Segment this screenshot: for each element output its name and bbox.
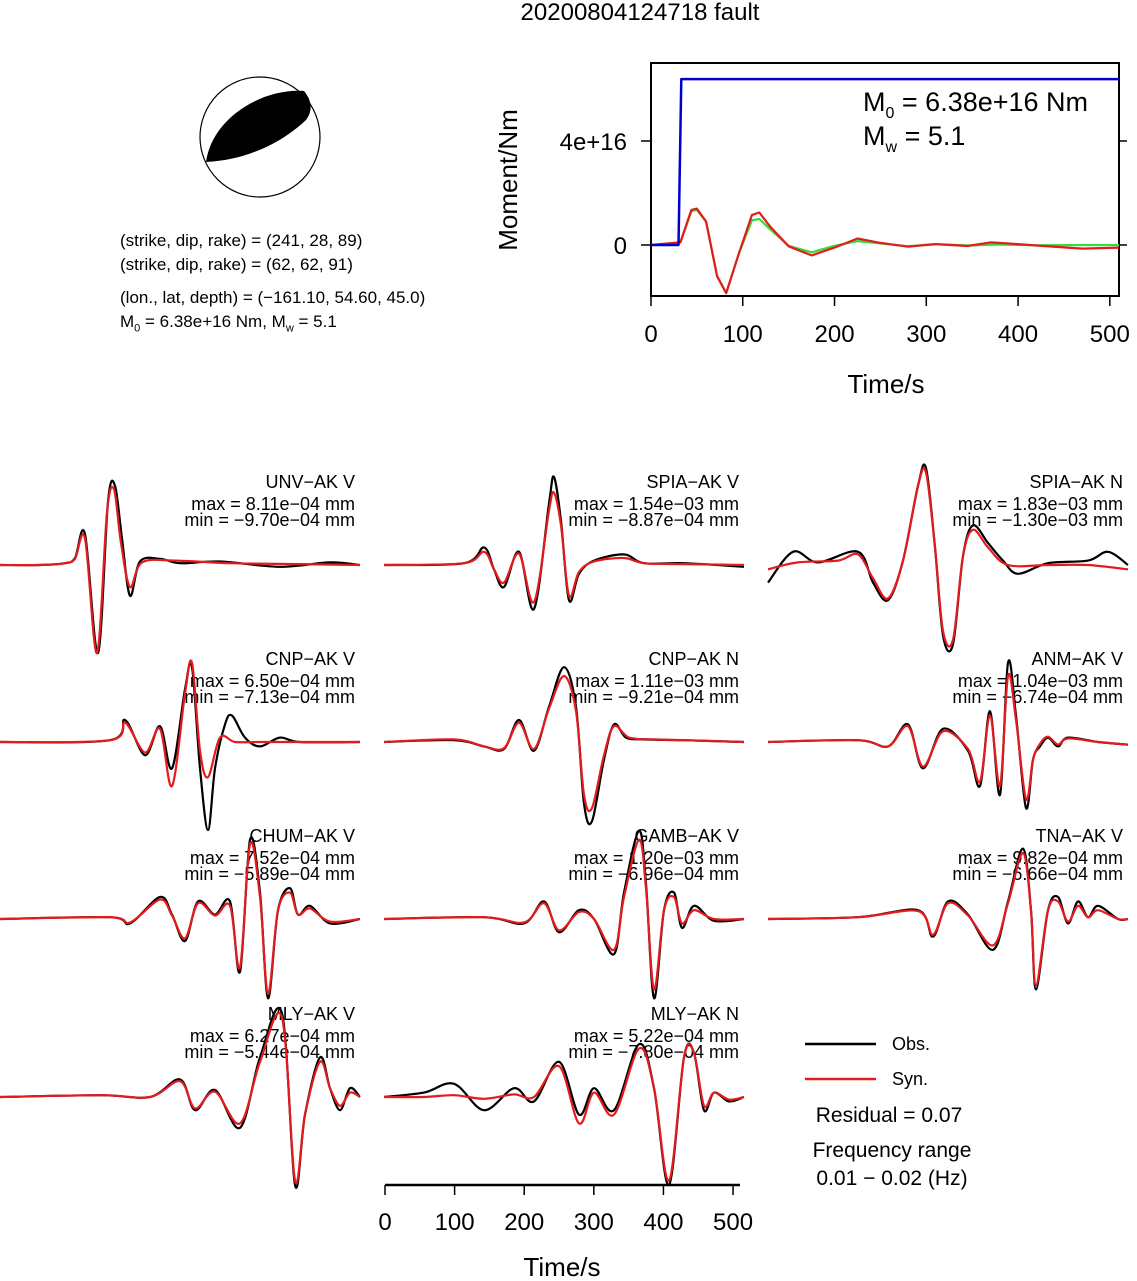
station-max: max = 6.50e−04 mm [190,671,355,691]
synthetic-trace [767,467,1129,648]
station-min: min = −8.87e−04 mm [568,510,739,530]
station-max: max = 1.04e−03 mm [958,671,1123,691]
station-max: max = 6.27e−04 mm [190,1026,355,1046]
moment-prefix: M [120,312,135,331]
stf-x-tick-label: 300 [906,321,946,348]
waveform-x-tick-label: 500 [713,1209,753,1236]
waveform-x-tick-label: 400 [643,1209,683,1236]
station-max: max = 1.83e−03 mm [958,494,1123,514]
waveform-x-tick-label: 300 [574,1209,614,1236]
station-label: CNP−AK V [265,649,355,669]
stf-x-tick-label: 200 [815,321,855,348]
station-min: min = −6.74e−04 mm [952,687,1123,707]
station-min: min = −7.80e−04 mm [568,1042,739,1062]
station-label: MLY−AK V [268,1004,355,1024]
station-label: SPIA−AK V [646,472,739,492]
station-min: min = −6.66e−04 mm [952,864,1123,884]
station-label: UNV−AK V [265,472,355,492]
frequency-range-value: 0.01 − 0.02 (Hz) [816,1167,967,1190]
stf-m0-label: M0 = 6.38e+16 Nm [863,87,1088,122]
stf-x-tick-label: 0 [644,321,657,348]
station-label: SPIA−AK N [1029,472,1123,492]
waveform-x-tick-label: 100 [435,1209,475,1236]
figure-title: 20200804124718 fault [520,0,760,26]
stf-x-axis-label: Time/s [847,369,924,399]
moment-sub: 0 [134,322,141,335]
station-min: min = −6.96e−04 mm [568,864,739,884]
stf-y-tick-label: 0 [614,233,627,260]
synthetic-trace [767,851,1129,987]
synthetic-trace [0,841,361,995]
residual-label: Residual = 0.07 [816,1104,963,1127]
stf-mw-label: Mw = 5.1 [863,121,965,156]
event-location: (lon., lat, depth) = (−161.10, 54.60, 45… [120,288,426,307]
station-max: max = 8.11e−04 mm [191,494,355,514]
mw-sub: w [285,322,294,335]
stf-x-tick-label: 500 [1090,321,1130,348]
station-label: CNP−AK N [648,649,739,669]
station-max: max = 1.11e−03 mm [575,671,739,691]
station-min: min = −7.13e−04 mm [184,687,355,707]
synthetic-trace [383,490,745,604]
syn-legend-label: Syn. [892,1069,928,1089]
station-label: TNA−AK V [1035,826,1123,846]
station-max: max = 5.22e−04 mm [574,1026,739,1046]
mw-value: = 5.1 [293,312,337,331]
synthetic-trace [0,485,361,655]
obs-legend-label: Obs. [892,1034,930,1054]
synthetic-trace [383,674,745,813]
stf-plot-frame [650,62,1120,297]
station-max: max = 1.20e−03 mm [574,848,739,868]
observed-trace [0,661,361,832]
station-label: CHUM−AK V [249,826,355,846]
observed-trace [383,1042,745,1187]
stf-series-moment [651,77,1119,247]
station-min: min = −9.70e−04 mm [184,510,355,530]
waveform-x-tick-label: 200 [504,1209,544,1236]
waveform-x-axis-label: Time/s [523,1252,600,1281]
synthetic-trace [0,659,360,788]
station-max: max = 7.52e−04 mm [190,848,355,868]
station-min: min = −9.21e−04 mm [568,687,739,707]
synthetic-trace [767,672,1129,801]
station-label: ANM−AK V [1031,649,1123,669]
stf-y-tick-label: 4e+16 [560,129,627,156]
synthetic-trace [0,1011,361,1185]
stf-y-axis-label: Moment/Nm [493,109,523,251]
station-min: min = −5.89e−04 mm [184,864,355,884]
stf-series-synthetic [650,207,1120,295]
waveform-x-tick-label: 0 [378,1209,391,1236]
stf-x-tick-label: 100 [723,321,763,348]
station-label: MLY−AK N [651,1004,739,1024]
station-label: GAMB−AK V [634,826,739,846]
moment-value: = 6.38e+16 Nm, M [140,312,286,331]
synthetic-trace [383,1043,745,1182]
station-min: min = −1.30e−03 mm [952,510,1123,530]
station-min: min = −5.44e−04 mm [184,1042,355,1062]
frequency-range-title: Frequency range [813,1139,972,1162]
stf-x-tick-label: 400 [998,321,1038,348]
nodal-plane-1: (strike, dip, rake) = (241, 28, 89) [120,231,363,250]
station-max: max = 9.82e−04 mm [958,848,1123,868]
synthetic-trace [383,838,745,991]
nodal-plane-2: (strike, dip, rake) = (62, 62, 91) [120,255,353,274]
station-max: max = 1.54e−03 mm [574,494,739,514]
compressional-quadrant [206,90,311,162]
moment-summary: M0 = 6.38e+16 Nm, Mw = 5.1 [120,311,337,339]
